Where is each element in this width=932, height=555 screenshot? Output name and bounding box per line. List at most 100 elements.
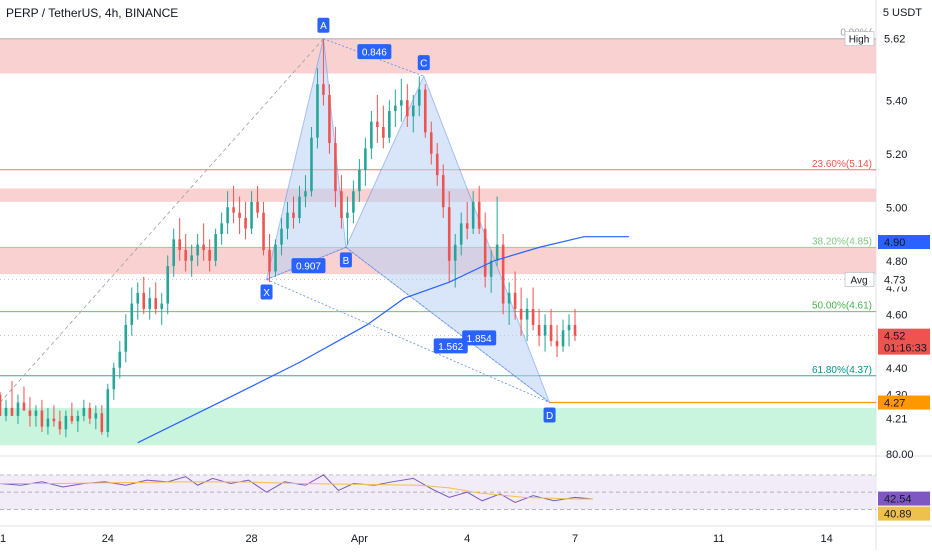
ratio-badge-3[interactable]: [462, 330, 497, 346]
candle-body[interactable]: [130, 303, 134, 325]
candle-body[interactable]: [423, 89, 427, 133]
candle-body[interactable]: [4, 407, 8, 416]
candle-body[interactable]: [220, 223, 223, 234]
candle-body[interactable]: [52, 418, 56, 422]
ratio-badge-0[interactable]: [357, 44, 392, 60]
pattern-xab[interactable]: [265, 38, 347, 281]
candle-body[interactable]: [543, 324, 547, 336]
moving-average-line[interactable]: [137, 236, 629, 444]
candle-body[interactable]: [22, 402, 26, 411]
candle-body[interactable]: [16, 402, 20, 416]
candle-body[interactable]: [256, 201, 259, 213]
candle-body[interactable]: [435, 153, 439, 176]
candle-body[interactable]: [561, 330, 565, 347]
candle-body[interactable]: [537, 324, 541, 336]
candle-body[interactable]: [202, 244, 205, 251]
pattern-point-B[interactable]: [339, 252, 352, 268]
candle-body[interactable]: [567, 324, 571, 331]
candle-body[interactable]: [459, 223, 463, 245]
candle-body[interactable]: [160, 303, 164, 309]
candle-body[interactable]: [10, 407, 14, 416]
candle-body[interactable]: [64, 415, 68, 430]
candle-body[interactable]: [232, 207, 235, 213]
candle-body[interactable]: [340, 191, 343, 218]
candle-body[interactable]: [477, 201, 481, 229]
candle-body[interactable]: [573, 324, 577, 336]
rsi-ma-tag[interactable]: [878, 506, 930, 521]
candle-body[interactable]: [28, 410, 32, 416]
candle-body[interactable]: [112, 367, 116, 390]
candle-body[interactable]: [304, 191, 307, 197]
candle-body[interactable]: [453, 244, 457, 261]
candle-body[interactable]: [322, 84, 325, 95]
candle-body[interactable]: [0, 394, 2, 416]
candle-body[interactable]: [94, 413, 98, 419]
candle-body[interactable]: [100, 413, 104, 432]
candle-body[interactable]: [250, 201, 253, 229]
candle-body[interactable]: [82, 407, 86, 416]
candle-body[interactable]: [70, 415, 74, 422]
candle-body[interactable]: [196, 244, 199, 256]
candle-body[interactable]: [382, 127, 385, 138]
candle-body[interactable]: [34, 410, 38, 416]
candle-body[interactable]: [208, 250, 211, 261]
candle-body[interactable]: [136, 292, 140, 304]
candle-body[interactable]: [376, 121, 379, 127]
candle-body[interactable]: [352, 191, 355, 213]
candle-body[interactable]: [280, 228, 283, 245]
candle-body[interactable]: [76, 415, 80, 422]
candle-body[interactable]: [124, 324, 128, 352]
candle-body[interactable]: [411, 105, 415, 117]
candle-body[interactable]: [495, 244, 499, 261]
candle-body[interactable]: [298, 196, 301, 218]
price-tag-1[interactable]: [878, 235, 930, 250]
candle-body[interactable]: [40, 410, 44, 427]
candle-body[interactable]: [358, 169, 361, 192]
candle-body[interactable]: [184, 250, 187, 261]
candle-body[interactable]: [525, 308, 529, 320]
candle-body[interactable]: [58, 421, 62, 430]
candle-body[interactable]: [531, 308, 535, 325]
candle-body[interactable]: [226, 207, 229, 224]
candle-body[interactable]: [465, 223, 469, 229]
candle-body[interactable]: [286, 212, 289, 229]
candle-body[interactable]: [513, 292, 517, 309]
candle-body[interactable]: [214, 234, 217, 261]
candle-body[interactable]: [142, 292, 146, 309]
candle-body[interactable]: [388, 110, 391, 138]
candle-body[interactable]: [88, 407, 92, 419]
pattern-point-X[interactable]: [260, 284, 273, 300]
candle-body[interactable]: [292, 212, 295, 218]
candle-body[interactable]: [172, 239, 176, 267]
candle-body[interactable]: [310, 137, 313, 192]
candle-body[interactable]: [519, 308, 523, 320]
candle-body[interactable]: [406, 100, 409, 117]
ratio-badge-1[interactable]: [291, 258, 326, 274]
pattern-point-A[interactable]: [317, 17, 330, 33]
candle-body[interactable]: [178, 239, 181, 251]
candle-body[interactable]: [429, 132, 433, 154]
price-tag-0[interactable]: [878, 31, 930, 46]
candle-body[interactable]: [154, 298, 158, 309]
zone-resistance-0[interactable]: [0, 38, 876, 74]
candle-body[interactable]: [148, 298, 152, 309]
candle-body[interactable]: [238, 212, 241, 218]
rsi-ma-line[interactable]: [0, 481, 593, 500]
candle-body[interactable]: [268, 250, 271, 272]
candle-body[interactable]: [447, 207, 451, 261]
candle-body[interactable]: [555, 341, 559, 347]
candle-body[interactable]: [549, 324, 553, 341]
pattern-point-D[interactable]: [543, 407, 556, 423]
symbol-title[interactable]: PERP / TetherUS, 4h, BINANCE: [6, 6, 179, 20]
fib-trend-line[interactable]: [0, 38, 324, 403]
candle-body[interactable]: [334, 143, 337, 192]
candle-body[interactable]: [394, 105, 397, 111]
ratio-badge-2[interactable]: [433, 338, 468, 354]
candle-body[interactable]: [346, 212, 349, 218]
candle-body[interactable]: [489, 260, 493, 277]
zone-support-3[interactable]: [0, 407, 876, 446]
candle-body[interactable]: [441, 175, 445, 208]
candle-body[interactable]: [501, 244, 505, 304]
candle-body[interactable]: [274, 244, 277, 272]
